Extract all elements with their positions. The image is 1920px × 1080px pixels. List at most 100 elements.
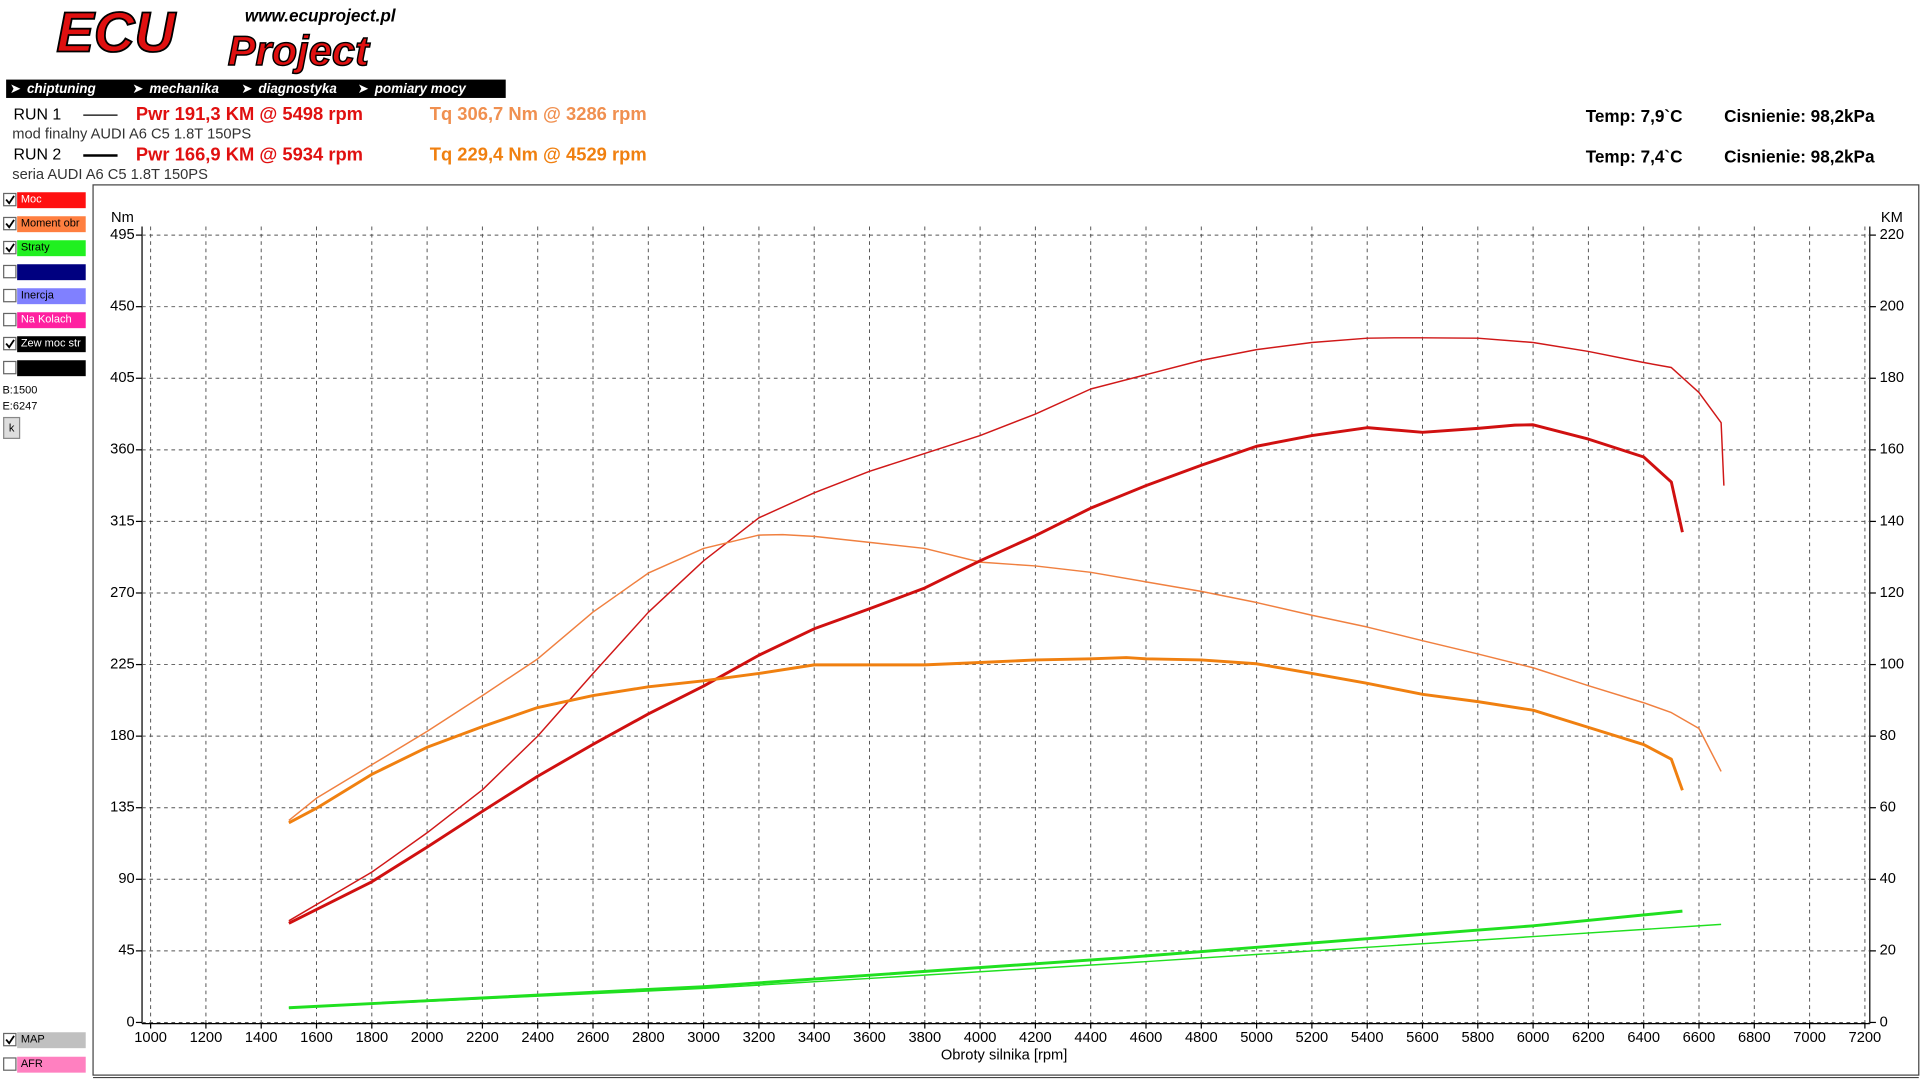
run-description: mod finalny AUDI A6 C5 1.8T 150PS: [12, 127, 251, 143]
nav-arrow: ➤: [10, 81, 21, 96]
nav: ➤ chiptuning ➤ mechanika ➤ diagnostyka ➤ pomiar…: [10, 81, 468, 96]
run-label: RUN 2: [13, 147, 61, 164]
toggle-label: Moc: [21, 193, 42, 205]
data-line: [288, 909, 1683, 1010]
toggle-color: [17, 336, 86, 353]
toggle-color: [17, 240, 86, 257]
nav-bar: [6, 79, 506, 98]
toggle-color: [17, 192, 86, 209]
button-label: k: [9, 422, 15, 434]
toggle-color: [17, 1032, 86, 1049]
y-tick-label: 450: [110, 299, 135, 315]
y2-tick-label: 80: [1880, 728, 1896, 744]
toggle-label: MAP: [21, 1033, 45, 1045]
run-temp: Temp: 7,4`C: [1586, 146, 1683, 166]
x-tick-label: 3600: [853, 1030, 886, 1046]
x-tick-label: 3400: [798, 1030, 831, 1046]
toggle-label: Moment obr: [21, 217, 80, 229]
x-tick-label: 4800: [1185, 1030, 1218, 1046]
checkmark: [5, 195, 15, 205]
y-tick-label: 270: [110, 585, 135, 601]
end-rpm: E:6247: [2, 400, 37, 412]
y2-tick-label: 40: [1880, 871, 1896, 887]
x-tick-label: 3200: [743, 1030, 776, 1046]
nav-arrow: ➤: [132, 81, 143, 96]
x-tick-label: 7000: [1793, 1030, 1826, 1046]
y2-tick-label: 120: [1880, 585, 1905, 601]
x-tick-label: 1400: [245, 1030, 278, 1046]
x-tick-label: 1200: [190, 1030, 223, 1046]
grid: 1000 1200 1400 1600 1800 2000 2200 2400 2600 2800…: [110, 226, 1905, 1046]
nav-arrow: ➤: [241, 81, 252, 96]
x-tick-label: 4000: [964, 1030, 997, 1046]
x-tick-label: 2000: [411, 1030, 444, 1046]
toggle-checkbox[interactable]: [3, 1057, 17, 1071]
logo-sub: Project: [228, 27, 371, 74]
toggle-label: Zew moc str: [21, 337, 81, 349]
x-tick-label: 1000: [134, 1030, 167, 1046]
y-axis-label: Nm: [111, 210, 134, 226]
toggle-checkbox[interactable]: [3, 312, 17, 327]
x-tick-label: 6200: [1572, 1030, 1605, 1046]
y2-tick-label: 20: [1880, 943, 1896, 959]
y-tick-label: 405: [110, 370, 135, 386]
y-tick-label: 360: [110, 442, 135, 458]
checkmark: [5, 339, 15, 349]
checkmark: [5, 1035, 15, 1045]
run-pressure: Cisnienie: 98,2kPa: [1724, 146, 1875, 166]
y-tick-label: 135: [110, 800, 135, 816]
x-tick-label: 5600: [1406, 1030, 1439, 1046]
x-tick-label: 3800: [908, 1030, 941, 1046]
x-tick-label: 1600: [300, 1030, 333, 1046]
toggle-checkbox[interactable]: [3, 264, 17, 279]
run-description: seria AUDI A6 C5 1.8T 150PS: [12, 167, 208, 183]
run-temp: Temp: 7,9`C: [1586, 106, 1683, 126]
x-axis-label: Obroty silnika [rpm]: [941, 1047, 1068, 1063]
toggle-label: AFR: [21, 1058, 43, 1070]
y-tick-label: 45: [118, 943, 134, 959]
y-tick-label: 315: [110, 513, 135, 529]
plot: [288, 337, 1725, 1010]
x-tick-label: 6400: [1627, 1030, 1660, 1046]
x-tick-label: 3000: [687, 1030, 720, 1046]
y-tick-label: 180: [110, 728, 135, 744]
nav-item: diagnostyka: [258, 81, 337, 96]
toggle-label: Inercja: [21, 289, 55, 301]
toggle-checkbox[interactable]: [3, 288, 17, 303]
logo-main: ECU: [56, 1, 176, 64]
x-tick-label: 2600: [577, 1030, 610, 1046]
y2-tick-label: 180: [1880, 370, 1905, 386]
chart-frame: [92, 184, 1920, 1076]
x-tick-label: 4200: [1019, 1030, 1052, 1046]
nav-item: pomiary mocy: [374, 81, 468, 96]
run-label: RUN 1: [13, 106, 61, 123]
button[interactable]: [3, 416, 21, 439]
y-tick-label: 0: [127, 1014, 135, 1030]
x-tick-label: 5200: [1296, 1030, 1329, 1046]
run-info: RUN 1 mod finalny AUDI A6 C5 1.8T 150PSPw…: [12, 103, 1875, 183]
x-tick-label: 5400: [1351, 1030, 1384, 1046]
y2-tick-label: 200: [1880, 299, 1905, 315]
toggle-color: [17, 216, 86, 233]
x-tick-label: 1800: [355, 1030, 388, 1046]
checkmark: [5, 243, 15, 253]
y2-tick-label: 220: [1880, 227, 1905, 243]
x-tick-label: 2200: [466, 1030, 499, 1046]
run-power: Pwr 166,9 KM @ 5934 rpm: [136, 143, 363, 164]
nav-item: mechanika: [149, 81, 219, 96]
toggle-label: Na Kolach: [21, 313, 72, 325]
nav-arrow: ➤: [358, 81, 369, 96]
run-pressure: Cisnienie: 98,2kPa: [1724, 106, 1875, 126]
y-tick-label: 90: [118, 871, 134, 887]
toggle-color: [17, 288, 86, 305]
x-tick-label: 4400: [1074, 1030, 1107, 1046]
x-tick-label: 2800: [632, 1030, 665, 1046]
y2-tick-label: 160: [1880, 442, 1905, 458]
toggle-checkbox[interactable]: [3, 360, 17, 375]
logo-url: www.ecuproject.pl: [245, 6, 397, 26]
data-line: [288, 423, 1684, 925]
x-tick-label: 6800: [1738, 1030, 1771, 1046]
y2-tick-label: 60: [1880, 800, 1896, 816]
